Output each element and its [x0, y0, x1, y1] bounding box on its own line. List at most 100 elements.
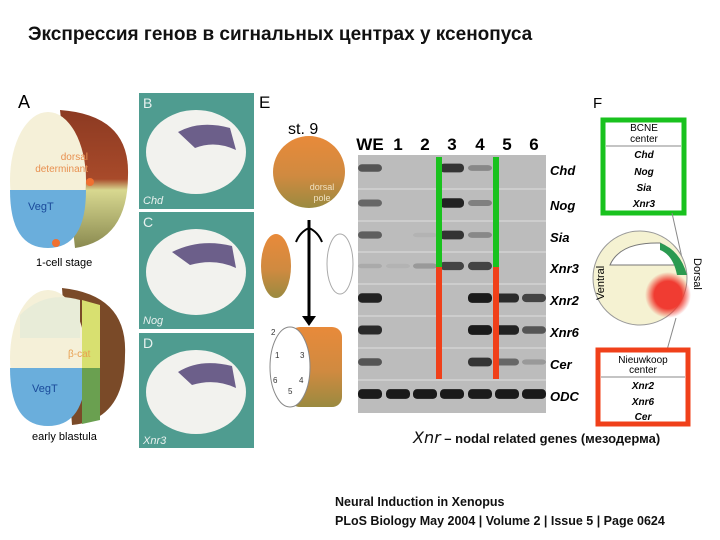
gel-band [413, 389, 437, 399]
vegt-region [10, 190, 86, 248]
svg-text:pole: pole [313, 193, 330, 203]
svg-text:5: 5 [288, 387, 293, 396]
citation-source: PLoS Biology May 2004 | Volume 2 | Issue… [335, 514, 665, 528]
gel-blot: WE 1 2 3 4 5 6 Chd Nog Sia Xnr3 Xnr2 Xnr6 Cer ODC [356, 135, 580, 413]
gel-band [468, 261, 492, 271]
gel-band [522, 293, 546, 303]
xnr-note: Xnr – nodal related genes (мезодерма) [413, 428, 661, 447]
bcne-marker-line [493, 157, 499, 267]
svg-text:β-cat: β-cat [68, 349, 91, 360]
bcne-marker-line [436, 157, 442, 267]
svg-text:center: center [629, 365, 657, 376]
gel-band [495, 293, 519, 303]
gel-band [468, 389, 492, 399]
svg-text:1-cell stage: 1-cell stage [36, 257, 92, 269]
gel-band [468, 325, 492, 335]
embryo-st9 [273, 136, 345, 208]
gel-band [468, 232, 492, 238]
nieuwkoop-box [595, 347, 691, 427]
svg-text:Nog: Nog [143, 315, 164, 327]
gel-band [468, 199, 492, 207]
gel-band [358, 389, 382, 399]
svg-text:Nieuwkoop: Nieuwkoop [618, 355, 668, 366]
gel-band [495, 325, 519, 335]
gel-band [386, 389, 410, 399]
gel-band [358, 325, 382, 335]
gene-label: Nog [550, 198, 575, 213]
gel-band [522, 326, 546, 334]
bcne-box [600, 117, 687, 216]
gel-band [440, 230, 464, 240]
gel-band [522, 359, 546, 365]
svg-text:VegT: VegT [28, 201, 54, 213]
panel-letter: A [18, 92, 30, 112]
nieuwkoop-marker-line [493, 267, 499, 379]
lane-label: WE [356, 135, 383, 154]
panel-a: A dorsal determinant VegT 1-cell stage β… [10, 92, 129, 443]
gel-band [413, 232, 437, 238]
svg-text:Xnr3: Xnr3 [632, 199, 656, 210]
gel-band [468, 165, 492, 171]
gel-band [468, 293, 492, 303]
svg-text:F: F [593, 95, 602, 112]
gel-band [440, 198, 464, 208]
lane-label: 3 [447, 135, 456, 154]
gel-band [495, 389, 519, 399]
svg-text:Xnr6: Xnr6 [631, 397, 655, 408]
gel-band [522, 389, 546, 399]
gene-label: ODC [550, 389, 580, 404]
panel-e: E st. 9 dorsal pole 2 1 3 45 6 [259, 93, 354, 408]
svg-text:2: 2 [271, 328, 276, 337]
svg-text:dorsal: dorsal [310, 182, 335, 192]
svg-text:Sia: Sia [636, 183, 651, 194]
panel-c: C Nog [139, 212, 254, 329]
svg-text:D: D [143, 335, 153, 351]
nieuwkoop-marker-line [436, 267, 442, 379]
lane-label: 1 [393, 135, 402, 154]
svg-text:4: 4 [299, 376, 304, 385]
lane-label: 2 [420, 135, 429, 154]
slide-title: Экспрессия генов в сигнальных центрах у … [28, 24, 533, 45]
svg-text:dorsal: dorsal [61, 152, 88, 163]
svg-text:Chd: Chd [143, 195, 164, 207]
svg-text:early blastula: early blastula [32, 431, 98, 443]
svg-text:st. 9: st. 9 [288, 121, 318, 138]
panel-b: B Chd [139, 93, 254, 209]
gel-band [386, 263, 410, 269]
gel-band [358, 263, 382, 269]
svg-text:C: C [143, 214, 153, 230]
svg-text:3: 3 [300, 351, 305, 360]
lane-label: 4 [475, 135, 485, 154]
gene-label: Xnr3 [549, 261, 580, 276]
svg-text:6: 6 [273, 376, 278, 385]
gel-band [358, 199, 382, 207]
gene-label: Cer [550, 357, 573, 372]
svg-text:Dorsal: Dorsal [691, 258, 703, 290]
gel-band [358, 358, 382, 366]
svg-text:Xnr3: Xnr3 [142, 435, 167, 447]
svg-text:Nog: Nog [634, 167, 653, 178]
gene-label: Xnr2 [549, 293, 580, 308]
gel-band [358, 164, 382, 172]
gene-label: Xnr6 [549, 325, 580, 340]
svg-text:determinant: determinant [35, 164, 88, 175]
gel-band [440, 389, 464, 399]
panel-d: D Xnr3 [139, 333, 254, 448]
svg-text:Chd: Chd [634, 150, 654, 161]
svg-text:Cer: Cer [635, 412, 653, 423]
svg-text:B: B [143, 95, 152, 111]
svg-text:VegT: VegT [32, 383, 58, 395]
gel-band [358, 293, 382, 303]
svg-text:Xnr2: Xnr2 [631, 381, 655, 392]
svg-text:center: center [630, 134, 658, 145]
lane-label: 6 [529, 135, 538, 154]
dorsal-determinant-dot [86, 178, 94, 186]
gel-band [413, 263, 437, 269]
gel-band [358, 231, 382, 239]
citation-title: Neural Induction in Xenopus [335, 495, 505, 509]
gel-band [440, 261, 464, 271]
lane-label: 5 [502, 135, 511, 154]
gel-band [468, 357, 492, 367]
